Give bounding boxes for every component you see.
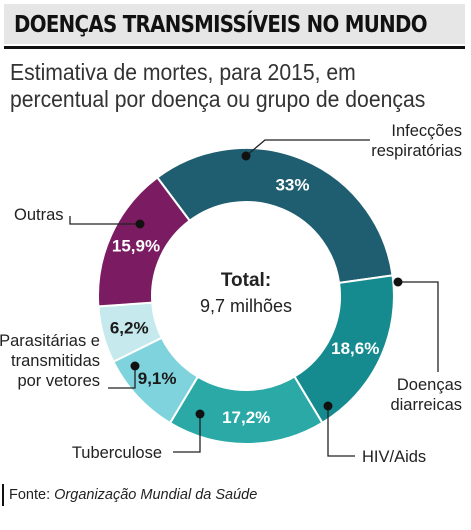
callout-label-2-line-1: Doenças: [397, 376, 462, 394]
callout-label-5-line-3: por vetores: [17, 372, 100, 390]
callout-label-1-line-2: respiratórias: [371, 142, 462, 160]
slice-value-label-4: 9,1%: [138, 369, 177, 388]
callout-line-2: [398, 282, 438, 372]
callout-dot-4: [196, 410, 205, 419]
source-separator: :: [46, 487, 50, 503]
callout-label-5-line-2: transmitidas: [11, 352, 100, 370]
slice-value-label-2: 18,6%: [331, 339, 379, 358]
callout-label-5-line-1: Parasitárias e: [0, 332, 100, 350]
slice-value-label-1: 33%: [275, 175, 309, 194]
callout-label-3-line-1: HIV/Aids: [362, 448, 426, 466]
slice-value-label-5: 6,2%: [110, 319, 149, 338]
callout-dot-2: [394, 278, 403, 287]
callout-label-1-line-1: Infecções: [391, 122, 462, 140]
slice-value-label-3: 17,2%: [222, 408, 270, 427]
callout-label-4-line-1: Tuberculose: [72, 444, 162, 462]
source-label: Fonte: [9, 487, 46, 503]
center-value: 9,7 milhões: [200, 296, 292, 316]
source-note: Fonte: Organização Mundial da Saúde: [9, 487, 257, 503]
callout-label-2-line-2: diarreicas: [390, 396, 462, 414]
callout-dot-3: [324, 402, 333, 411]
source-value: Organização Mundial da Saúde: [54, 487, 257, 503]
slice-1: [157, 148, 392, 283]
callout-label-6-line-1: Outras: [14, 206, 64, 224]
callout-dot-5: [131, 362, 140, 371]
center-label: Total:: [221, 270, 271, 291]
callout-dot-1: [242, 152, 251, 161]
donut-chart: 33% 18,6% 17,2% 9,1% 6,2% 15,9% Infecções respi…: [0, 0, 471, 480]
slice-value-label-6: 15,9%: [112, 237, 160, 256]
callout-dot-6: [136, 220, 145, 229]
source-marker: [2, 484, 4, 506]
